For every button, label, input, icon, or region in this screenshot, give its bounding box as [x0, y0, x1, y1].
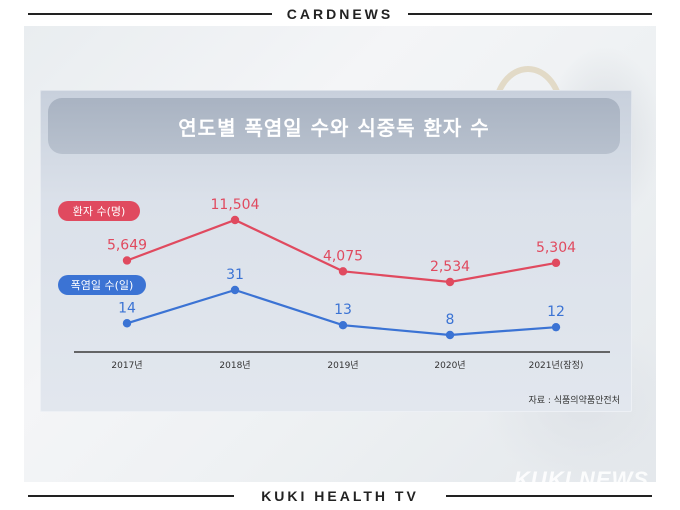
data-point — [445, 277, 455, 287]
data-label: 14 — [118, 300, 136, 316]
legend-label: 환자 수(명) — [73, 205, 126, 218]
data-point — [551, 322, 561, 332]
footer-label: KUKI HEALTH TV — [261, 488, 419, 504]
x-tick-label: 2020년 — [434, 360, 465, 371]
x-tick-label: 2021년(잠정) — [529, 360, 584, 371]
x-tick-label: 2018년 — [219, 360, 250, 371]
data-label: 8 — [446, 312, 455, 328]
data-point — [445, 330, 455, 340]
data-label: 5,304 — [536, 240, 576, 256]
data-label: 4,075 — [323, 248, 363, 264]
source-note: 자료 : 식품의약품안전처 — [528, 396, 620, 406]
header-rule-left — [28, 13, 272, 15]
legend-label: 폭염일 수(일) — [71, 278, 134, 292]
legend-swatch — [58, 275, 146, 295]
header-label: CARDNEWS — [286, 6, 394, 22]
data-point — [551, 258, 561, 268]
data-point — [122, 319, 132, 328]
legend-swatch — [58, 201, 140, 221]
data-point — [122, 256, 132, 265]
header-rule-right — [408, 13, 652, 15]
data-point — [230, 285, 240, 295]
footer-bar: KUKI HEALTH TV — [0, 482, 680, 510]
data-label: 5,649 — [107, 237, 147, 253]
data-point — [230, 215, 240, 225]
data-label: 31 — [226, 267, 244, 283]
footer-rule-right — [446, 495, 652, 497]
x-tick-label: 2017년 — [111, 360, 142, 371]
header-bar: CARDNEWS — [0, 0, 680, 28]
x-tick-label: 2019년 — [327, 360, 358, 371]
chart-title-box: 연도별 폭염일 수와 식중독 환자 수 — [48, 98, 620, 154]
watermark-logo: KUKI NEWS — [514, 467, 649, 492]
data-point — [338, 267, 348, 276]
chart-title: 연도별 폭염일 수와 식중독 환자 수 — [178, 115, 490, 140]
data-label: 11,504 — [211, 197, 260, 213]
data-label: 12 — [547, 304, 565, 320]
footer-rule-left — [28, 495, 234, 497]
data-point — [338, 321, 348, 330]
data-label: 2,534 — [430, 259, 470, 275]
data-label: 13 — [334, 302, 352, 318]
